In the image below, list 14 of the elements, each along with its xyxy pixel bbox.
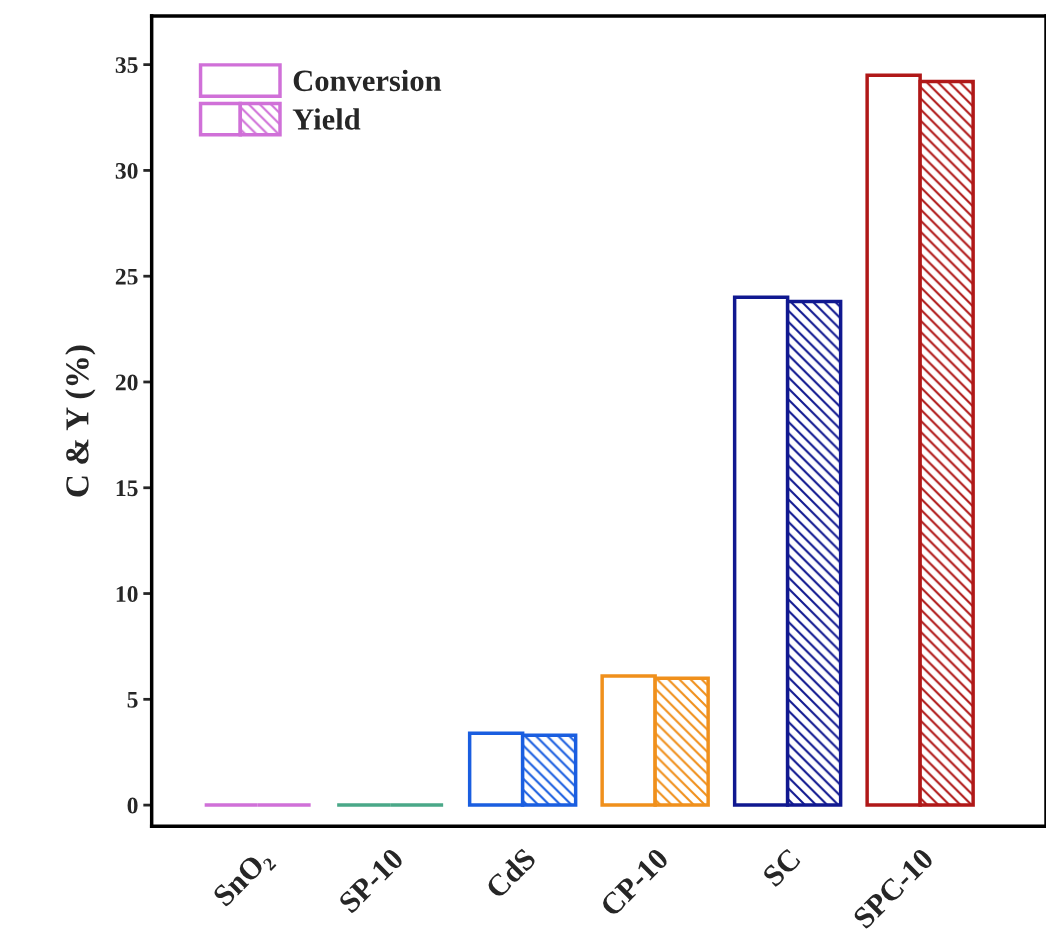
y-tick-label: 25 xyxy=(115,268,138,285)
y-tick-label: 5 xyxy=(127,692,138,708)
y-tick-label: 35 xyxy=(115,57,138,74)
legend-label: Conversion xyxy=(293,69,442,92)
y-axis-title: C & Y (%) xyxy=(65,345,96,497)
x-tick-label: SnO₂ xyxy=(212,846,277,912)
y-tick-label: 10 xyxy=(116,586,138,602)
y-tick-label: 0 xyxy=(127,797,138,814)
x-tick-label: CdS xyxy=(484,846,537,900)
y-tick-label: 20 xyxy=(115,374,138,391)
y-tick-label: 15 xyxy=(116,480,138,497)
y-tick-label: 30 xyxy=(115,162,138,179)
x-tick-label: SC xyxy=(761,848,802,888)
legend-label: Yield xyxy=(292,108,361,130)
